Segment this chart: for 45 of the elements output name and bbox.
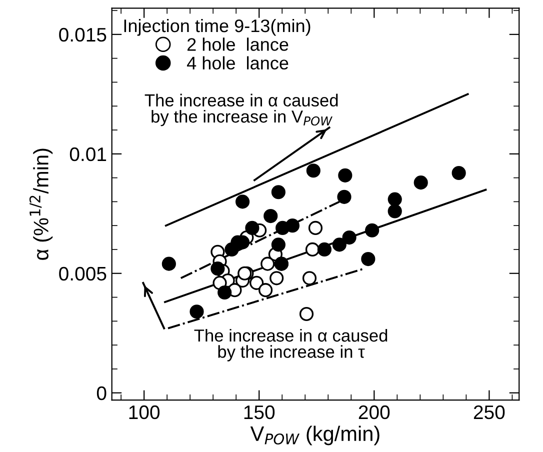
x-tick-label: 250 [474,405,505,420]
point [162,256,176,271]
point [245,220,260,236]
point [332,238,346,252]
point [299,306,314,322]
x-tick-label: 150 [244,405,275,420]
point [365,223,380,238]
point [388,204,402,218]
y-tick-label: 0.005 [59,266,106,281]
point [260,256,275,271]
x-axis-title: V$_{POW}$ (kg/min) [250,426,380,446]
point [337,190,352,204]
y-axis-title: α (%$^{1/2}$/min) [29,148,53,260]
annotation: The increase in α caused by the increase in V$_{POW}$ [144,94,338,126]
point [271,238,286,252]
point [270,271,284,286]
point [388,192,402,206]
point [305,242,320,257]
point [271,185,286,200]
legend-label: 2 hole lance [187,38,288,51]
y-tick-label: 0.01 [70,147,106,162]
point [414,176,428,190]
annotation: The increase in α caused by the increase in τ [194,328,388,362]
point [258,283,273,298]
x-tick-label: 200 [358,405,390,420]
point [190,304,204,319]
point [342,230,356,245]
point [361,252,376,266]
point [218,285,232,300]
legend-title: Injection time 9-13(min) [124,18,310,36]
point [306,164,320,178]
y-tick-label: 0 [96,386,106,400]
point [236,194,250,209]
point [285,218,300,233]
y-tick-label: 0.015 [59,28,106,42]
legend-label: 4 hole lance [186,56,288,70]
point [308,220,323,236]
point [338,168,352,182]
x-tick-label: 100 [129,405,160,420]
point [250,276,264,290]
point [302,271,317,286]
point [210,262,225,276]
point [452,166,466,180]
point [264,208,278,224]
point [317,242,332,257]
